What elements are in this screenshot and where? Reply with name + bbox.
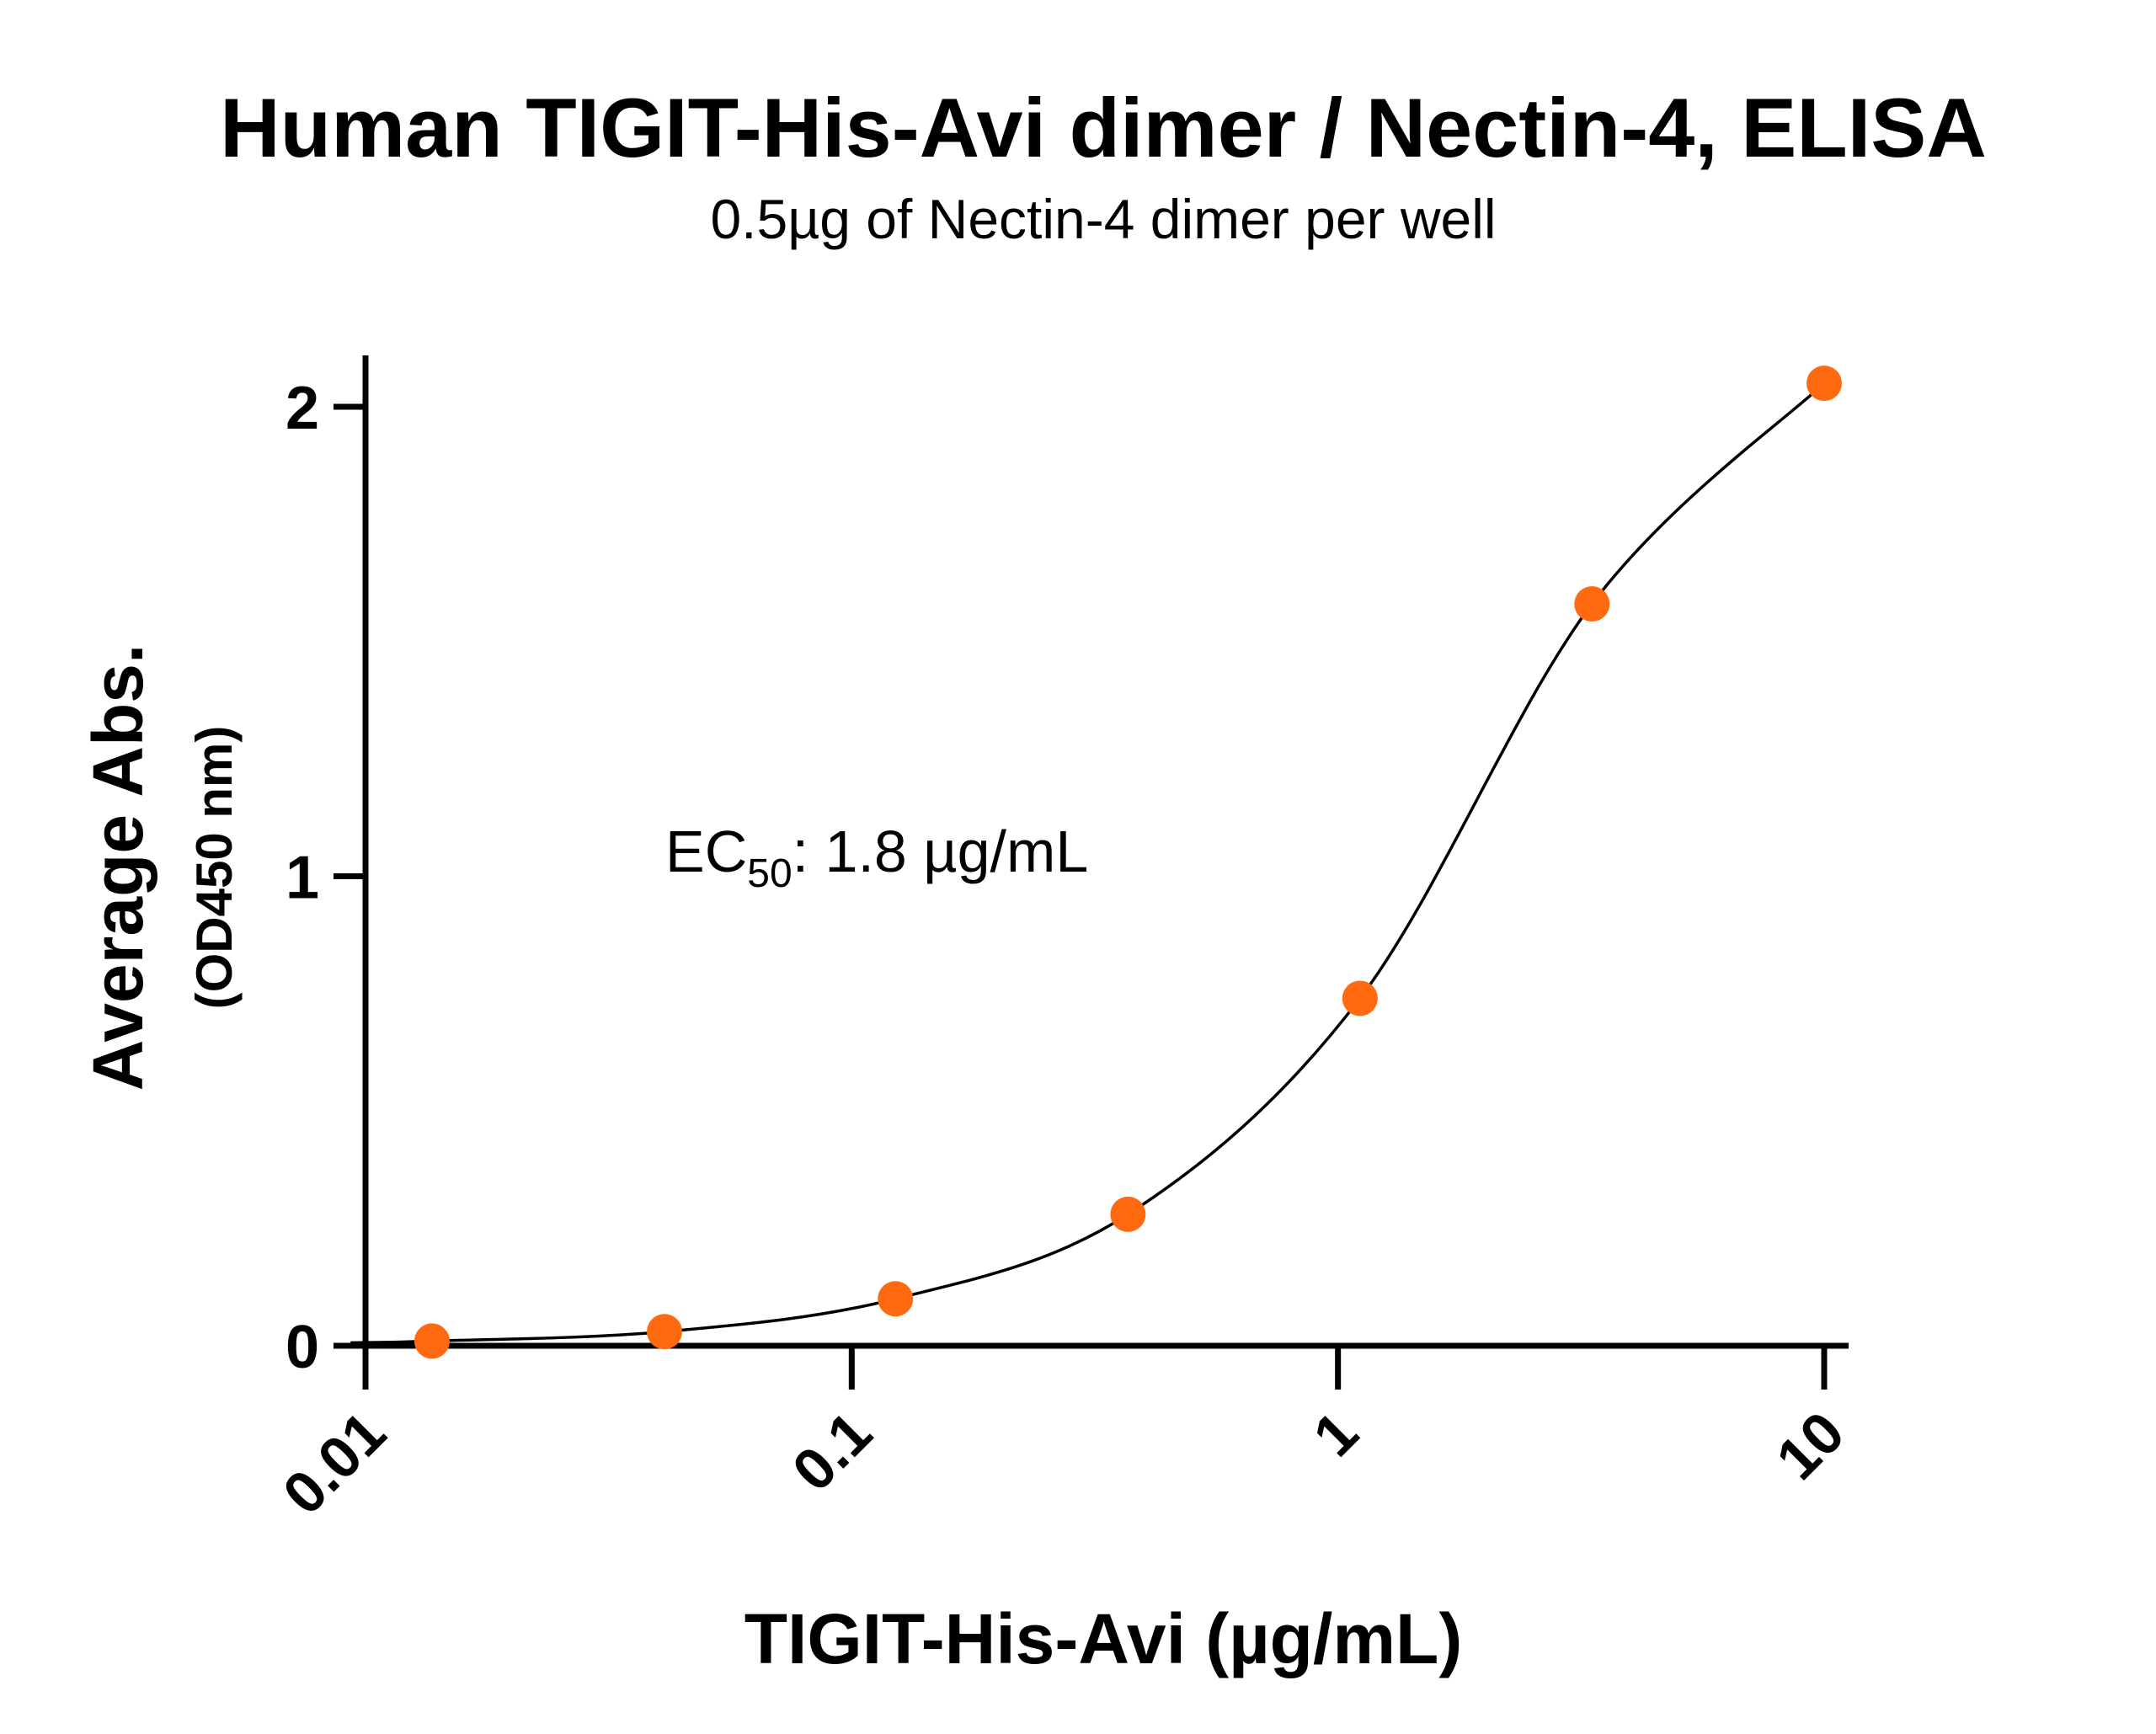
x-tick-label: 10 — [1764, 1399, 1856, 1491]
y-tick-label: 2 — [286, 375, 319, 442]
ec50-prefix: EC — [665, 819, 747, 884]
y-ticks: 0 1 2 — [286, 375, 366, 1381]
data-point — [647, 1314, 683, 1350]
data-point — [1110, 1196, 1146, 1232]
data-point — [414, 1323, 450, 1359]
chart-title: Human TIGIT-His-Avi dimer / Nectin-4, EL… — [220, 81, 1987, 174]
x-tick-label: 0.1 — [780, 1399, 884, 1503]
data-point — [1574, 586, 1610, 622]
data-point — [1342, 980, 1378, 1016]
chart-subtitle: 0.5µg of Nectin-4 dimer per well — [710, 188, 1496, 250]
ec50-subscript: 50 — [747, 851, 792, 896]
y-tick-label: 1 — [286, 845, 319, 912]
x-tick-label: 0.01 — [270, 1399, 398, 1526]
data-point — [878, 1281, 914, 1317]
ec50-value: : 1.8 µg/mL — [792, 819, 1089, 884]
data-point — [1806, 365, 1842, 402]
axes — [362, 355, 1849, 1349]
x-ticks: 0.01 0.1 1 10 — [270, 1346, 1857, 1527]
y-axis-unit-label: (OD450 nm) — [186, 726, 243, 1010]
ec50-annotation: EC50: 1.8 µg/mL — [665, 819, 1088, 896]
y-axis-label: Average Abs. — [78, 644, 157, 1091]
data-points — [414, 365, 1842, 1359]
x-axis-label: TIGIT-His-Avi (µg/mL) — [744, 1599, 1463, 1678]
y-tick-label: 0 — [286, 1314, 319, 1381]
x-tick-label: 1 — [1301, 1399, 1371, 1469]
